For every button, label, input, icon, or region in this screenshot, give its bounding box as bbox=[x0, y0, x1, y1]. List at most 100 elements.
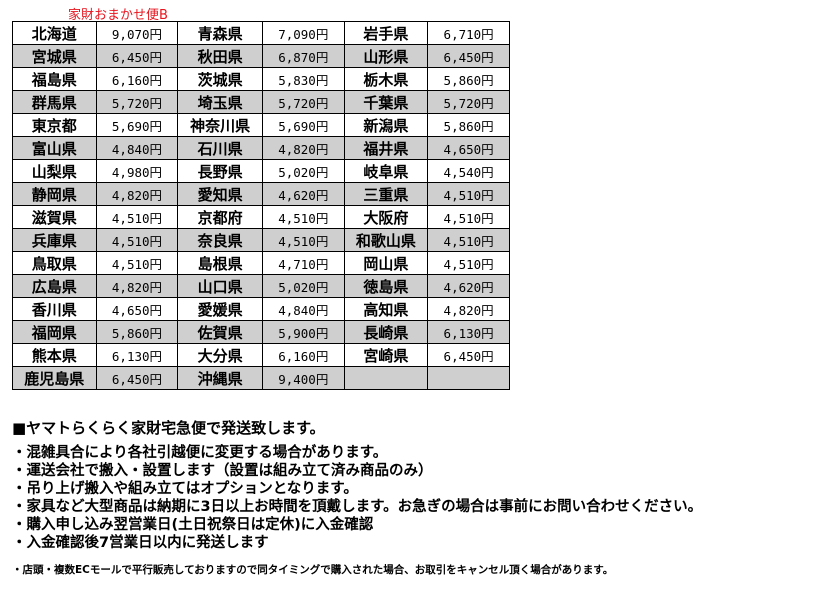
prefecture-cell bbox=[343, 366, 429, 390]
prefecture-cell: 愛知県 bbox=[177, 182, 263, 206]
table-row: 山梨県 4,980円 長野県 5,020円 岐阜県 4,540円 bbox=[12, 159, 510, 183]
price-cell: 4,820円 bbox=[95, 182, 179, 206]
price-cell: 9,400円 bbox=[261, 366, 345, 390]
note-bullet: ・家具など大型商品は納期に3日以上お時間を頂戴します。お急ぎの場合は事前にお問い… bbox=[12, 499, 703, 515]
prefecture-cell: 香川県 bbox=[12, 297, 97, 321]
table-row: 福島県 6,160円 茨城県 5,830円 栃木県 5,860円 bbox=[12, 67, 510, 91]
table-row: 兵庫県 4,510円 奈良県 4,510円 和歌山県 4,510円 bbox=[12, 228, 510, 252]
prefecture-cell: 東京都 bbox=[12, 113, 97, 137]
table-title: 家財おまかせ便B bbox=[68, 8, 168, 23]
price-cell: 4,510円 bbox=[261, 205, 345, 229]
price-cell: 4,620円 bbox=[427, 274, 510, 298]
prefecture-cell: 広島県 bbox=[12, 274, 97, 298]
table-row: 香川県 4,650円 愛媛県 4,840円 高知県 4,820円 bbox=[12, 297, 510, 321]
prefecture-cell: 富山県 bbox=[12, 136, 97, 160]
prefecture-cell: 神奈川県 bbox=[177, 113, 263, 137]
price-cell: 4,510円 bbox=[95, 251, 179, 275]
table-row: 鹿児島県 6,450円 沖縄県 9,400円 bbox=[12, 366, 510, 390]
table-row: 滋賀県 4,510円 京都府 4,510円 大阪府 4,510円 bbox=[12, 205, 510, 229]
prefecture-cell: 三重県 bbox=[343, 182, 429, 206]
prefecture-cell: 島根県 bbox=[177, 251, 263, 275]
table-row: 北海道 9,070円 青森県 7,090円 岩手県 6,710円 bbox=[12, 21, 510, 45]
table-row: 静岡県 4,820円 愛知県 4,620円 三重県 4,510円 bbox=[12, 182, 510, 206]
note-bullet: ・購入申し込み翌営業日(土日祝祭日は定休)に入金確認 bbox=[12, 517, 374, 533]
prefecture-cell: 奈良県 bbox=[177, 228, 263, 252]
price-cell: 4,650円 bbox=[427, 136, 510, 160]
price-cell: 5,020円 bbox=[261, 274, 345, 298]
notes-heading: ■ヤマトらくらく家財宅急便で発送致します。 bbox=[12, 419, 325, 437]
price-cell: 5,860円 bbox=[427, 67, 510, 91]
prefecture-cell: 高知県 bbox=[343, 297, 429, 321]
prefecture-cell: 秋田県 bbox=[177, 44, 263, 68]
prefecture-cell: 岐阜県 bbox=[343, 159, 429, 183]
price-cell: 4,620円 bbox=[261, 182, 345, 206]
table-row: 群馬県 5,720円 埼玉県 5,720円 千葉県 5,720円 bbox=[12, 90, 510, 114]
price-cell: 6,130円 bbox=[95, 343, 179, 367]
price-cell: 4,820円 bbox=[261, 136, 345, 160]
note-bullet: ・入金確認後7営業日以内に発送します bbox=[12, 535, 269, 551]
price-cell: 5,830円 bbox=[261, 67, 345, 91]
prefecture-cell: 佐賀県 bbox=[177, 320, 263, 344]
notes-small-print: ・店頭・複数ECモールで平行販売しておりますので同タイミングで購入された場合、お… bbox=[12, 564, 614, 576]
prefecture-cell: 山形県 bbox=[343, 44, 429, 68]
note-bullet: ・吊り上げ搬入や組み立てはオプションとなります。 bbox=[12, 481, 358, 497]
price-cell: 4,510円 bbox=[427, 182, 510, 206]
prefecture-cell: 静岡県 bbox=[12, 182, 97, 206]
prefecture-cell: 石川県 bbox=[177, 136, 263, 160]
prefecture-cell: 山梨県 bbox=[12, 159, 97, 183]
price-cell: 4,820円 bbox=[427, 297, 510, 321]
price-cell: 4,840円 bbox=[95, 136, 179, 160]
prefecture-cell: 岡山県 bbox=[343, 251, 429, 275]
prefecture-cell: 兵庫県 bbox=[12, 228, 97, 252]
prefecture-cell: 茨城県 bbox=[177, 67, 263, 91]
price-cell: 5,720円 bbox=[95, 90, 179, 114]
price-cell: 4,980円 bbox=[95, 159, 179, 183]
price-cell: 7,090円 bbox=[261, 21, 345, 45]
table-row: 鳥取県 4,510円 島根県 4,710円 岡山県 4,510円 bbox=[12, 251, 510, 275]
table-row: 東京都 5,690円 神奈川県 5,690円 新潟県 5,860円 bbox=[12, 113, 510, 137]
price-cell: 4,840円 bbox=[261, 297, 345, 321]
table-row: 広島県 4,820円 山口県 5,020円 徳島県 4,620円 bbox=[12, 274, 510, 298]
prefecture-cell: 群馬県 bbox=[12, 90, 97, 114]
price-cell: 4,650円 bbox=[95, 297, 179, 321]
price-cell: 6,160円 bbox=[261, 343, 345, 367]
price-cell: 9,070円 bbox=[95, 21, 179, 45]
table-row: 宮城県 6,450円 秋田県 6,870円 山形県 6,450円 bbox=[12, 44, 510, 68]
note-bullet: ・混雑具合により各社引越便に変更する場合があります。 bbox=[12, 445, 388, 461]
prefecture-cell: 長野県 bbox=[177, 159, 263, 183]
shipping-rate-table: 北海道 9,070円 青森県 7,090円 岩手県 6,710円 宮城県 6,450円 秋田県 6… bbox=[12, 21, 510, 390]
price-cell: 5,900円 bbox=[261, 320, 345, 344]
prefecture-cell: 山口県 bbox=[177, 274, 263, 298]
price-cell: 4,510円 bbox=[427, 228, 510, 252]
price-cell: 5,720円 bbox=[427, 90, 510, 114]
price-cell: 5,720円 bbox=[261, 90, 345, 114]
prefecture-cell: 愛媛県 bbox=[177, 297, 263, 321]
prefecture-cell: 大分県 bbox=[177, 343, 263, 367]
prefecture-cell: 千葉県 bbox=[343, 90, 429, 114]
prefecture-cell: 宮崎県 bbox=[343, 343, 429, 367]
price-cell: 4,540円 bbox=[427, 159, 510, 183]
price-cell: 5,690円 bbox=[261, 113, 345, 137]
price-cell: 4,710円 bbox=[261, 251, 345, 275]
prefecture-cell: 和歌山県 bbox=[343, 228, 429, 252]
price-cell: 5,690円 bbox=[95, 113, 179, 137]
price-cell: 4,510円 bbox=[427, 205, 510, 229]
prefecture-cell: 鳥取県 bbox=[12, 251, 97, 275]
price-cell: 5,860円 bbox=[95, 320, 179, 344]
prefecture-cell: 沖縄県 bbox=[177, 366, 263, 390]
prefecture-cell: 京都府 bbox=[177, 205, 263, 229]
prefecture-cell: 青森県 bbox=[177, 21, 263, 45]
price-cell: 6,450円 bbox=[427, 343, 510, 367]
prefecture-cell: 北海道 bbox=[12, 21, 97, 45]
table-row: 熊本県 6,130円 大分県 6,160円 宮崎県 6,450円 bbox=[12, 343, 510, 367]
price-cell: 4,510円 bbox=[95, 205, 179, 229]
prefecture-cell: 滋賀県 bbox=[12, 205, 97, 229]
prefecture-cell: 長崎県 bbox=[343, 320, 429, 344]
price-cell: 5,020円 bbox=[261, 159, 345, 183]
table-row: 福岡県 5,860円 佐賀県 5,900円 長崎県 6,130円 bbox=[12, 320, 510, 344]
price-cell: 6,160円 bbox=[95, 67, 179, 91]
prefecture-cell: 埼玉県 bbox=[177, 90, 263, 114]
prefecture-cell: 福岡県 bbox=[12, 320, 97, 344]
prefecture-cell: 福井県 bbox=[343, 136, 429, 160]
price-cell: 4,510円 bbox=[95, 228, 179, 252]
